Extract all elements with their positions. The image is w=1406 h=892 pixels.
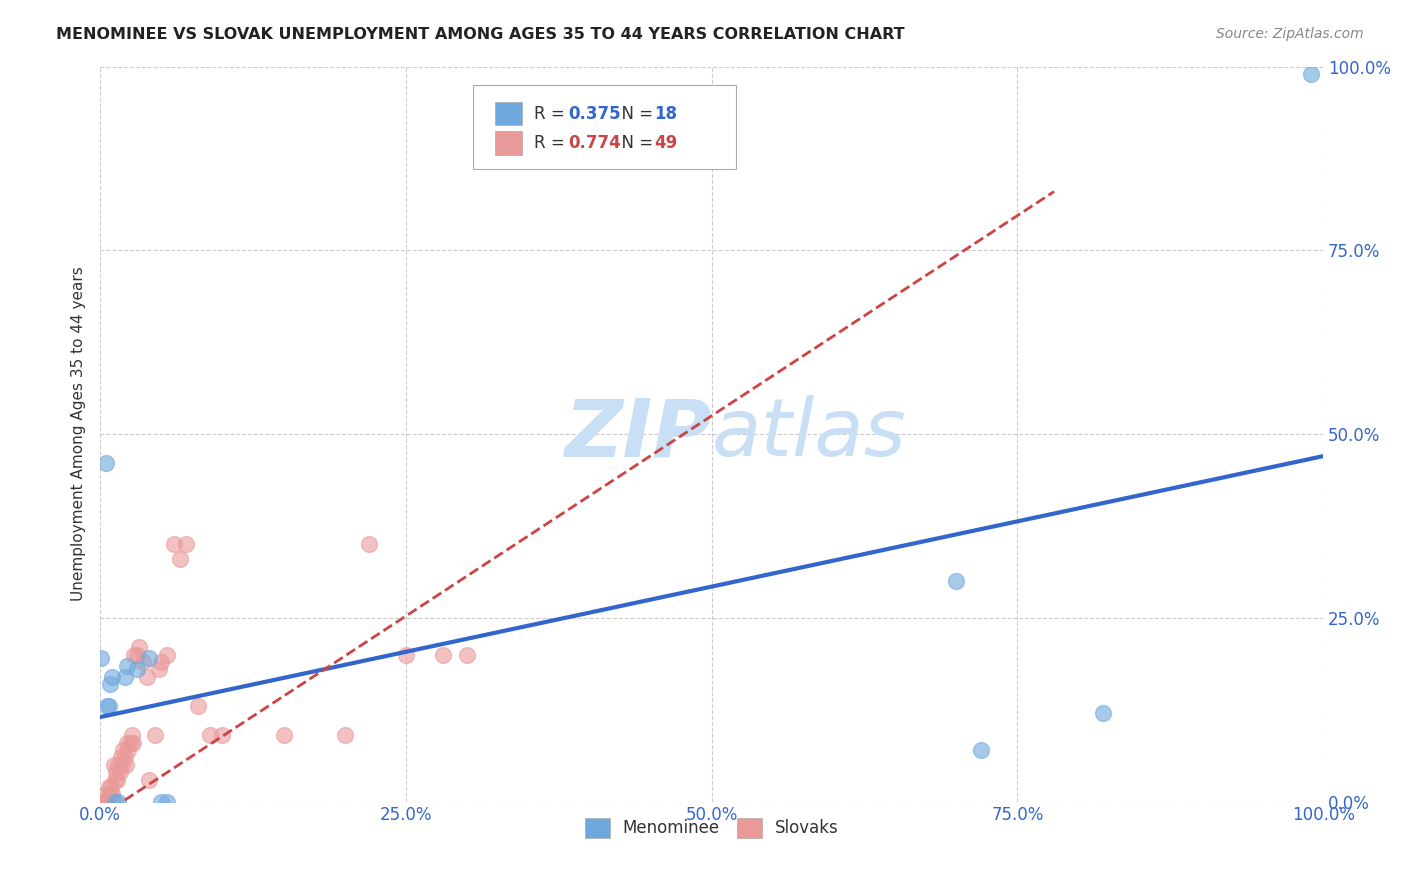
Text: N =: N = <box>612 134 659 152</box>
Point <box>125 662 148 676</box>
Point <box>211 728 233 742</box>
Point <box>359 537 381 551</box>
Point <box>97 699 120 714</box>
Point <box>108 765 131 780</box>
Point <box>945 574 967 588</box>
Point <box>111 757 134 772</box>
Point <box>273 728 295 742</box>
Point <box>117 743 139 757</box>
Point <box>138 772 160 787</box>
Point <box>121 728 143 742</box>
Point <box>128 640 150 655</box>
Point <box>456 648 478 662</box>
FancyBboxPatch shape <box>495 131 522 155</box>
Point <box>100 780 122 794</box>
Point <box>132 655 155 669</box>
Text: 49: 49 <box>654 134 678 152</box>
Y-axis label: Unemployment Among Ages 35 to 44 years: Unemployment Among Ages 35 to 44 years <box>72 267 86 601</box>
Text: N =: N = <box>612 104 659 122</box>
Point <box>135 670 157 684</box>
Point <box>107 757 129 772</box>
FancyBboxPatch shape <box>474 85 737 169</box>
Point <box>169 552 191 566</box>
Text: ZIP: ZIP <box>564 395 711 473</box>
Text: atlas: atlas <box>711 395 907 473</box>
Point <box>138 651 160 665</box>
Point <box>90 651 112 665</box>
Point <box>98 787 121 801</box>
Point <box>98 677 121 691</box>
Point <box>150 795 173 809</box>
Point <box>120 736 142 750</box>
Text: 18: 18 <box>654 104 678 122</box>
Point <box>110 750 132 764</box>
Point <box>148 662 170 676</box>
Point <box>104 772 127 787</box>
Point <box>112 743 135 757</box>
Point <box>105 772 128 787</box>
Text: R =: R = <box>534 104 571 122</box>
Point <box>1091 706 1114 721</box>
Point <box>97 780 120 794</box>
Text: MENOMINEE VS SLOVAK UNEMPLOYMENT AMONG AGES 35 TO 44 YEARS CORRELATION CHART: MENOMINEE VS SLOVAK UNEMPLOYMENT AMONG A… <box>56 27 905 42</box>
Point <box>174 537 197 551</box>
Point <box>432 648 454 662</box>
Point <box>101 787 124 801</box>
Point <box>105 765 128 780</box>
Point <box>187 699 209 714</box>
Point <box>122 736 145 750</box>
Point <box>96 787 118 801</box>
Point <box>101 670 124 684</box>
Point <box>125 648 148 662</box>
Point <box>96 457 118 471</box>
Point <box>96 795 118 809</box>
Point <box>103 757 125 772</box>
Point <box>93 795 115 809</box>
Point <box>333 728 356 742</box>
Point <box>200 728 222 742</box>
Point <box>96 795 118 809</box>
Point <box>96 699 118 714</box>
Point <box>115 736 138 750</box>
Point <box>114 670 136 684</box>
Point <box>114 757 136 772</box>
Point <box>124 648 146 662</box>
Text: 0.375: 0.375 <box>568 104 621 122</box>
Point <box>104 795 127 809</box>
Point <box>114 750 136 764</box>
Text: Source: ZipAtlas.com: Source: ZipAtlas.com <box>1216 27 1364 41</box>
Point <box>91 795 114 809</box>
Point <box>970 743 993 757</box>
Point <box>94 795 117 809</box>
Text: R =: R = <box>534 134 571 152</box>
Point <box>395 648 418 662</box>
Legend: Menominee, Slovaks: Menominee, Slovaks <box>578 811 845 845</box>
Point <box>1299 67 1322 81</box>
Point <box>115 658 138 673</box>
Point <box>162 537 184 551</box>
Point <box>156 648 179 662</box>
Point <box>143 728 166 742</box>
Point <box>90 795 112 809</box>
Point <box>107 795 129 809</box>
Point <box>156 795 179 809</box>
FancyBboxPatch shape <box>495 102 522 126</box>
Text: 0.774: 0.774 <box>568 134 621 152</box>
Point <box>150 655 173 669</box>
